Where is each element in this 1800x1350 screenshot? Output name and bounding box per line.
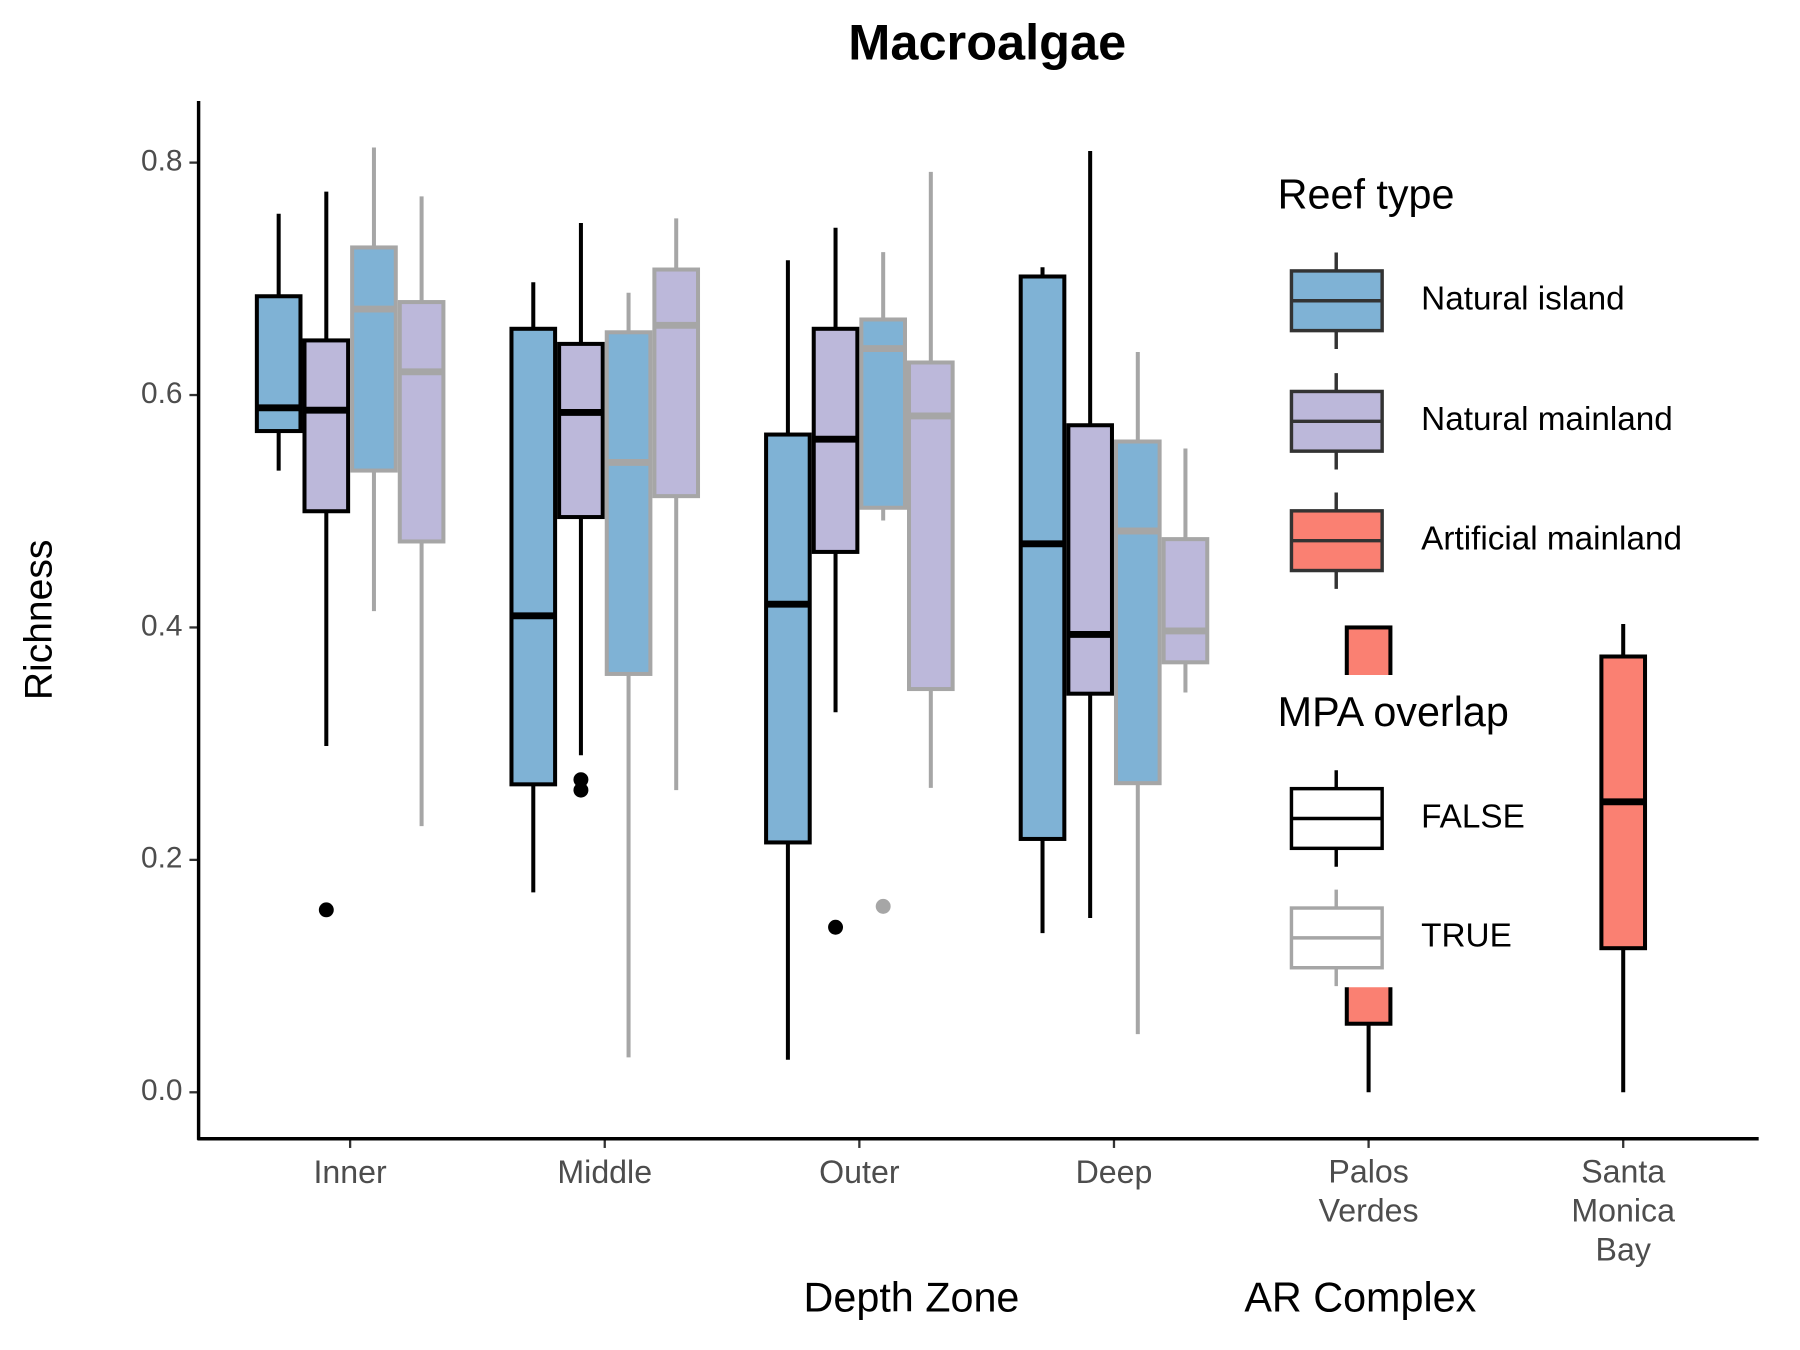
x-tick-label: Palos Verdes: [1319, 1154, 1419, 1229]
legend-label: FALSE: [1421, 798, 1525, 835]
x-axis-title: Depth Zone: [804, 1275, 1020, 1321]
x-tick-label: Middle: [557, 1154, 652, 1190]
y-tick-label: 0.6: [141, 377, 182, 410]
box: [604, 330, 653, 676]
outlier: [875, 898, 891, 914]
box: [764, 432, 812, 845]
plot-area: 0.0 0.2 0.4 0.6 0.8 Inner Middle Outer Deep Palos…: [141, 101, 1759, 1321]
y-tick-label: 0.4: [141, 609, 182, 642]
y-tick-label: 0.2: [141, 842, 182, 875]
legend-title: MPA overlap: [1278, 689, 1509, 735]
box: [397, 300, 446, 544]
chart-title: Macroalgae: [848, 13, 1126, 70]
box: [907, 360, 955, 692]
box: [557, 341, 605, 520]
box: [302, 338, 351, 514]
legend-label: Natural mainland: [1421, 401, 1673, 438]
box: [1113, 439, 1162, 786]
box: [1066, 423, 1114, 696]
legend-label: Artificial mainland: [1421, 520, 1682, 557]
x-tick-label: Inner: [314, 1154, 388, 1190]
x-tick-label: Deep: [1076, 1154, 1153, 1190]
outlier: [828, 919, 844, 935]
x-axis-title: AR Complex: [1244, 1275, 1476, 1321]
legend-label: Natural island: [1421, 281, 1625, 318]
box: [1161, 537, 1210, 665]
outlier: [573, 782, 589, 798]
outlier: [573, 772, 589, 788]
box: [652, 267, 701, 499]
box: [350, 245, 398, 473]
y-tick-label: 0.8: [141, 144, 182, 177]
x-tick-label: Outer: [819, 1154, 900, 1190]
legend-title: Reef type: [1278, 171, 1455, 217]
box: [1018, 274, 1067, 841]
y-tick-label: 0.0: [141, 1074, 182, 1107]
outlier: [318, 902, 334, 918]
box: [509, 326, 558, 787]
y-axis-title: Richness: [18, 540, 61, 700]
legend-label: TRUE: [1421, 918, 1512, 955]
x-tick-label: Santa Monica Bay: [1571, 1154, 1675, 1268]
